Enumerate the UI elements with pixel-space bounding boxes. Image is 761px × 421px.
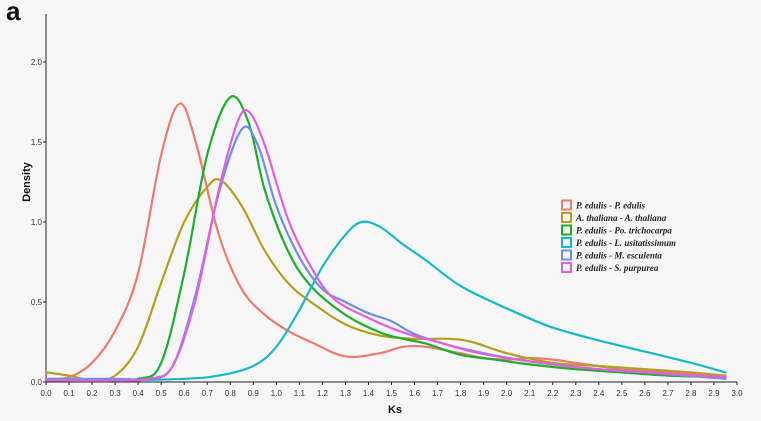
x-tick-label: 1.1 bbox=[294, 389, 306, 398]
legend-swatch-5 bbox=[561, 249, 572, 261]
x-tick-label: 2.2 bbox=[547, 389, 559, 398]
y-tick-label: 2.0 bbox=[31, 58, 43, 67]
x-tick-label: 2.5 bbox=[616, 389, 628, 398]
x-tick-label: 1.4 bbox=[363, 389, 375, 398]
series-line-1 bbox=[44, 102, 727, 380]
x-tick-label: 2.6 bbox=[639, 389, 651, 398]
x-tick-label: 0.7 bbox=[202, 389, 214, 398]
x-tick-label: 2.7 bbox=[662, 389, 674, 398]
legend-swatch-6 bbox=[561, 262, 572, 273]
legend-swatch-2 bbox=[561, 212, 572, 223]
x-tick-label: 0.5 bbox=[156, 389, 168, 398]
series-line-2 bbox=[44, 177, 727, 382]
x-tick-label: 0.0 bbox=[40, 389, 52, 398]
legend-label-6: P. edulis - S. purpurea bbox=[576, 263, 659, 273]
x-tick-label: 0.1 bbox=[63, 389, 75, 398]
legend-label-3: P. edulis - Po. trichocarpa bbox=[576, 226, 672, 236]
x-tick-label: 0.4 bbox=[133, 389, 145, 398]
legend-label-4: P. edulis - L. usitatissimum bbox=[576, 238, 676, 248]
y-tick-label: 0.0 bbox=[31, 378, 43, 387]
legend-swatch-1 bbox=[561, 199, 572, 211]
legend-swatch-4 bbox=[561, 237, 572, 248]
x-tick-label: 0.2 bbox=[87, 389, 99, 398]
x-tick-label: 2.3 bbox=[570, 389, 582, 398]
x-tick-label: 3.0 bbox=[731, 389, 743, 398]
x-tick-label: 2.9 bbox=[708, 389, 720, 398]
x-axis-title: Ks bbox=[388, 404, 402, 416]
x-tick-label: 1.7 bbox=[432, 389, 444, 398]
y-tick-label: 1.5 bbox=[31, 138, 43, 147]
series-line-6 bbox=[44, 108, 727, 382]
x-tick-label: 0.9 bbox=[248, 389, 260, 398]
x-tick-label: 1.6 bbox=[409, 389, 421, 398]
chart-curves bbox=[44, 95, 727, 382]
y-tick-label: 0.5 bbox=[31, 298, 43, 307]
x-tick-label: 2.4 bbox=[593, 389, 605, 398]
x-tick-label: 2.8 bbox=[685, 389, 697, 398]
x-tick-label: 0.8 bbox=[225, 389, 237, 398]
x-tick-label: 1.2 bbox=[317, 389, 329, 398]
panel-label: a bbox=[6, 0, 21, 26]
x-tick-label: 1.0 bbox=[271, 389, 283, 398]
y-axis-title: Density bbox=[21, 161, 33, 202]
x-tick-label: 2.0 bbox=[501, 389, 513, 398]
legend-label-5: P. edulis - M. esculenta bbox=[576, 251, 662, 261]
chart-axes: 0.0 0.1 0.2 0.3 0.4 0.5 0.6 0.7 0.8 0.9 1.0 1.1 1.2 1… bbox=[31, 14, 743, 398]
legend-label-1: P. edulis - P. edulis bbox=[576, 201, 646, 211]
series-line-3 bbox=[44, 95, 727, 382]
x-tick-label: 2.1 bbox=[524, 389, 536, 398]
chart-legend: P. edulis - P. edulis A. thaliana - A. th… bbox=[561, 199, 676, 273]
y-tick-label: 1.0 bbox=[31, 218, 43, 227]
legend-swatch-3 bbox=[561, 224, 572, 236]
x-tick-label: 1.8 bbox=[455, 389, 467, 398]
x-tick-label: 0.6 bbox=[179, 389, 191, 398]
legend-label-2: A. thaliana - A. thaliana bbox=[575, 213, 667, 223]
series-line-4 bbox=[44, 220, 727, 382]
x-tick-label: 1.9 bbox=[478, 389, 490, 398]
x-tick-label: 0.3 bbox=[110, 389, 122, 398]
x-tick-label: 1.5 bbox=[386, 389, 398, 398]
x-tick-label: 1.3 bbox=[340, 389, 352, 398]
